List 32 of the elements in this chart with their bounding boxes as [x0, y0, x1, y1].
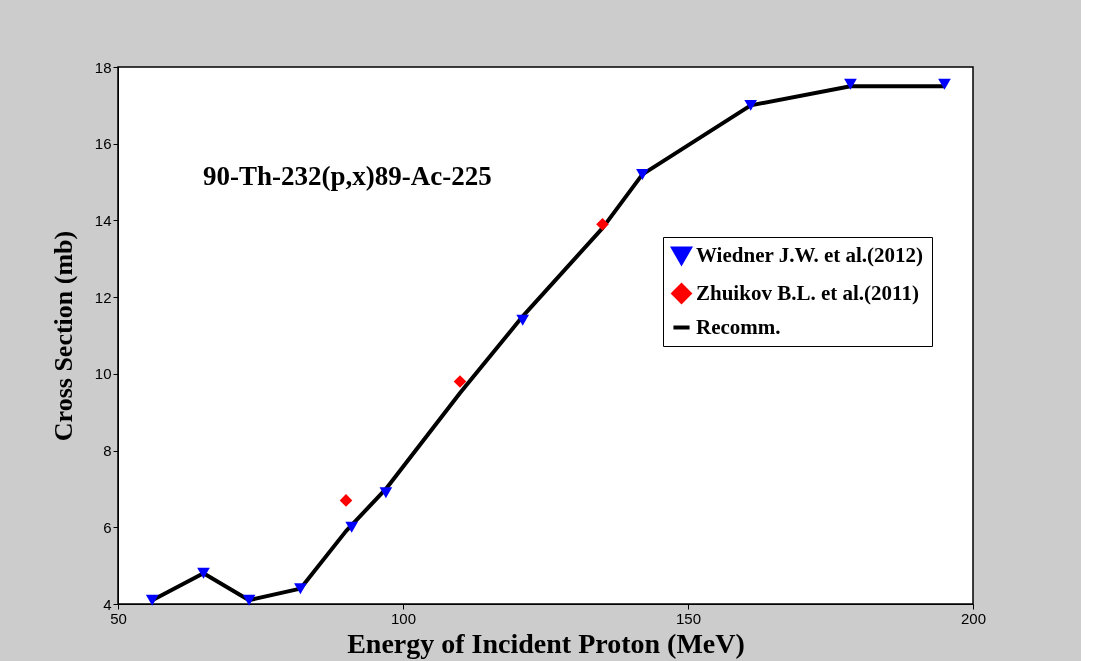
point	[242, 594, 256, 606]
point	[938, 78, 951, 90]
legend-label: Wiedner J.W. et al.(2012)	[696, 242, 924, 267]
y-tick-label: 18	[94, 58, 112, 76]
point	[636, 168, 649, 180]
y-tick-label: 14	[94, 211, 112, 229]
point	[294, 583, 307, 595]
x-tick-label: 200	[960, 609, 987, 627]
point	[844, 78, 857, 90]
y-tick-label: 4	[103, 595, 112, 613]
point	[345, 521, 359, 533]
y-tick-label: 8	[103, 442, 112, 460]
x-tick-label: 100	[390, 609, 417, 627]
point	[339, 494, 353, 507]
point	[197, 567, 210, 579]
x-tick-label: 50	[110, 609, 127, 627]
legend-label: Recomm.	[696, 314, 781, 339]
x-tick-label: 150	[675, 609, 702, 627]
point	[453, 375, 467, 388]
point	[744, 99, 758, 111]
annotation: 90-Th-232(p,x)89-Ac-225	[203, 161, 492, 191]
legend-label: Zhuikov B.L. et al.(2011)	[696, 280, 919, 305]
point	[379, 487, 393, 499]
y-axis-title: Cross Section (mb)	[48, 230, 78, 442]
point	[145, 594, 159, 606]
point	[596, 217, 609, 231]
y-tick-label: 6	[103, 518, 112, 536]
point	[516, 314, 530, 326]
y-tick-label: 16	[94, 135, 112, 153]
y-tick-label: 12	[94, 288, 112, 306]
x-axis-title: Energy of Incident Proton (MeV)	[347, 627, 745, 659]
y-tick-label: 10	[94, 365, 112, 383]
